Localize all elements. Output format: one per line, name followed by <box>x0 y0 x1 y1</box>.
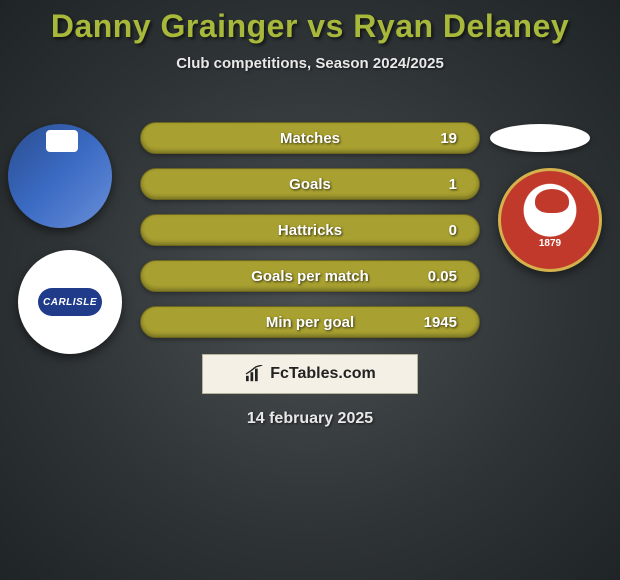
right-badge-year: 1879 <box>501 238 599 249</box>
subtitle: Club competitions, Season 2024/2025 <box>0 55 620 72</box>
bar-label: Matches <box>280 130 340 147</box>
bar-goals: Goals 1 <box>140 168 480 200</box>
bar-value: 1945 <box>424 314 457 331</box>
bar-min-per-goal: Min per goal 1945 <box>140 306 480 338</box>
brand-box[interactable]: FcTables.com <box>202 354 418 394</box>
left-player-avatar <box>8 124 112 228</box>
bar-value: 0 <box>449 222 457 239</box>
bar-hattricks: Hattricks 0 <box>140 214 480 246</box>
swan-icon <box>535 189 569 213</box>
right-club-badge: 1879 <box>498 168 602 272</box>
bar-label: Goals <box>289 176 331 193</box>
title-row: Danny Grainger vs Ryan Delaney <box>0 0 620 45</box>
stats-bars: Matches 19 Goals 1 Hattricks 0 Goals per… <box>140 122 480 352</box>
bar-value: 1 <box>449 176 457 193</box>
bar-value: 19 <box>440 130 457 147</box>
chart-icon <box>244 365 266 383</box>
bar-label: Hattricks <box>278 222 342 239</box>
brand-text: FcTables.com <box>270 365 376 383</box>
page-title: Danny Grainger vs Ryan Delaney <box>51 8 569 44</box>
bar-matches: Matches 19 <box>140 122 480 154</box>
right-player-avatar <box>490 124 590 152</box>
bar-value: 0.05 <box>428 268 457 285</box>
bar-goals-per-match: Goals per match 0.05 <box>140 260 480 292</box>
date-text: 14 february 2025 <box>0 410 620 428</box>
left-club-badge: CARLISLE <box>18 250 122 354</box>
bar-label: Goals per match <box>251 268 369 285</box>
bar-label: Min per goal <box>266 314 354 331</box>
carlisle-badge-text: CARLISLE <box>38 288 102 316</box>
